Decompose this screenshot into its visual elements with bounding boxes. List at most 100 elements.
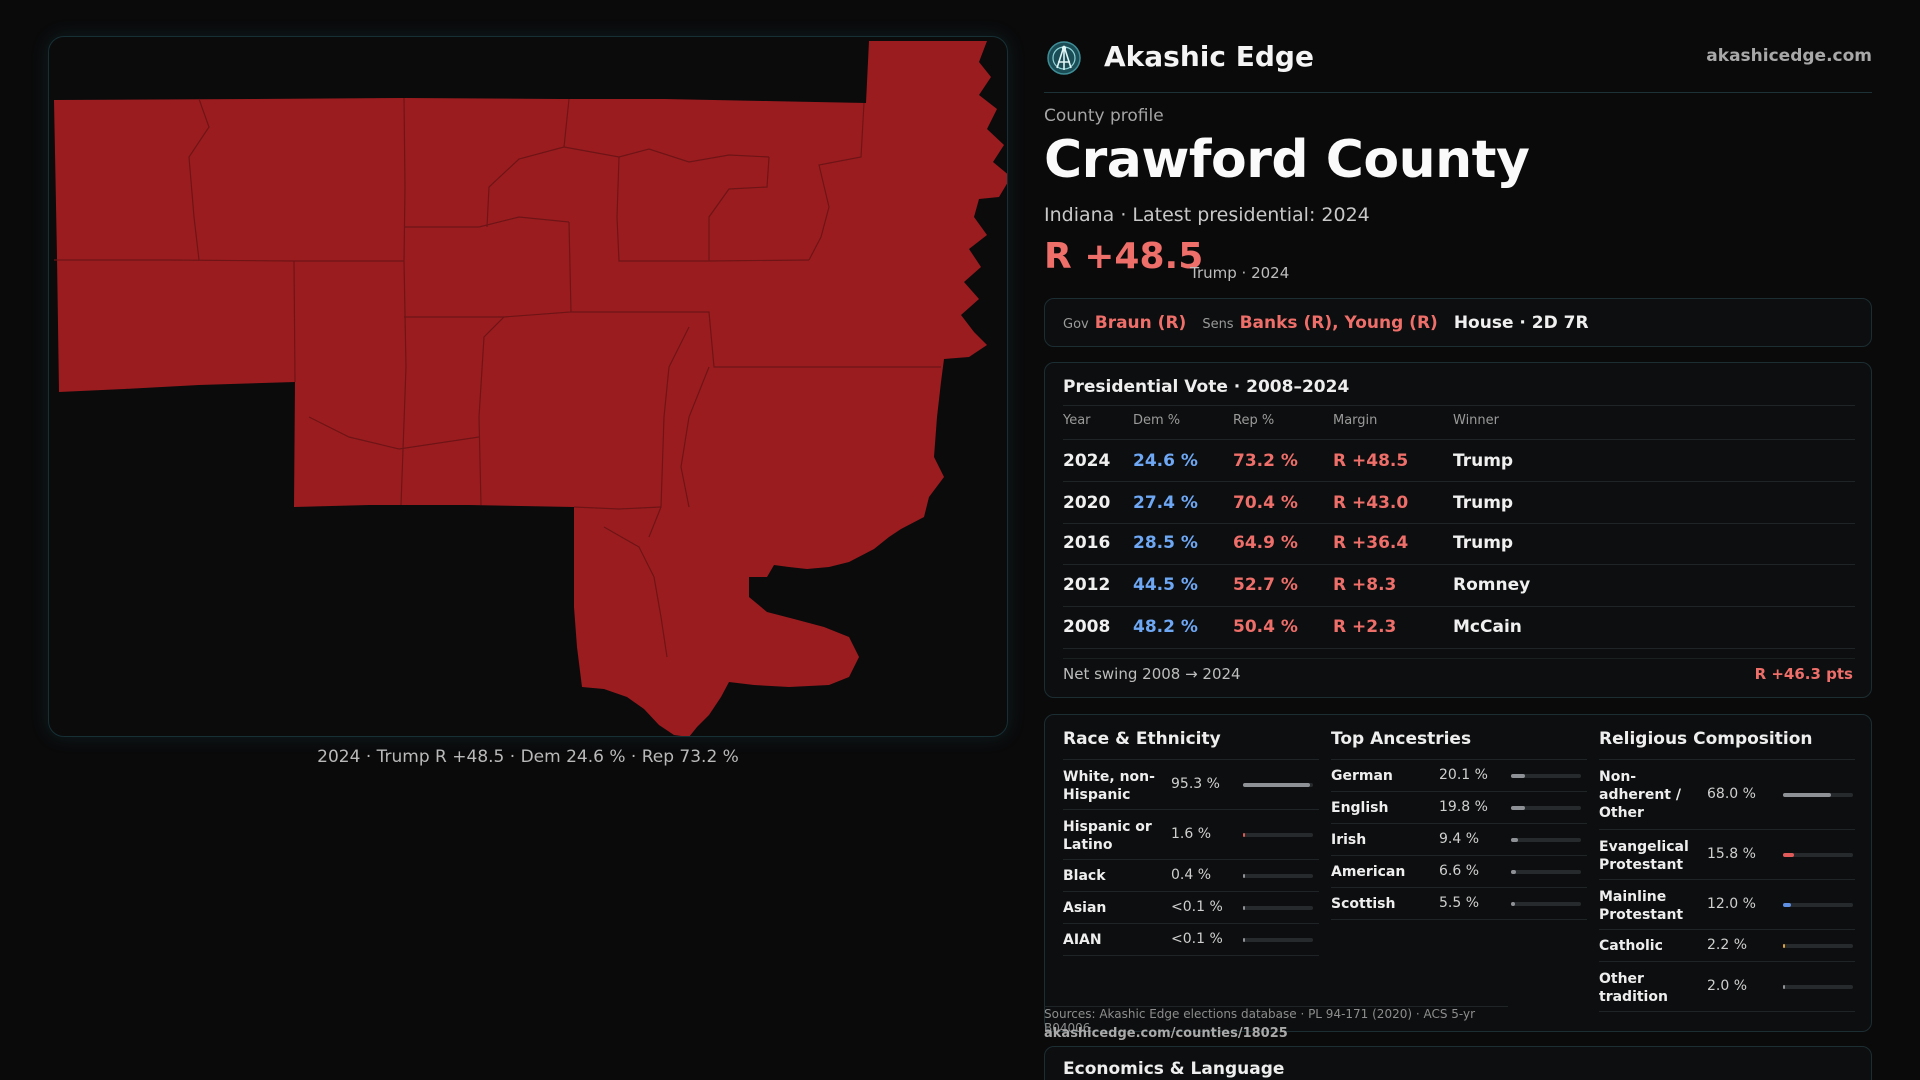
cell-margin: R +48.5 bbox=[1333, 451, 1409, 471]
share-bar-fill bbox=[1243, 874, 1245, 878]
item-value: 2.2 % bbox=[1707, 937, 1748, 953]
brand-url-link[interactable]: akashicedge.com bbox=[1706, 46, 1872, 66]
divider bbox=[1063, 439, 1855, 440]
gov-label: Gov bbox=[1063, 317, 1089, 332]
item-value: 12.0 % bbox=[1707, 896, 1756, 912]
col-header-rep: Rep % bbox=[1233, 413, 1275, 428]
divider bbox=[1063, 564, 1855, 565]
county-map[interactable] bbox=[49, 37, 1008, 737]
list-item[interactable]: German 20.1 % bbox=[1331, 760, 1587, 792]
share-bar bbox=[1783, 853, 1853, 857]
list-item[interactable]: Irish 9.4 % bbox=[1331, 824, 1587, 856]
item-label: Other tradition bbox=[1599, 971, 1668, 1005]
cell-margin: R +2.3 bbox=[1333, 617, 1397, 637]
cell-winner: Romney bbox=[1453, 575, 1531, 595]
county-profile-panel: Akashic Edge akashicedge.com County prof… bbox=[1044, 0, 1872, 1080]
share-bar bbox=[1243, 783, 1313, 787]
religion-column: Religious Composition Non-adherent / Oth… bbox=[1599, 729, 1855, 1012]
item-value: 20.1 % bbox=[1439, 767, 1488, 783]
item-value: 6.6 % bbox=[1439, 863, 1480, 879]
cell-year: 2012 bbox=[1063, 575, 1111, 595]
col-header-year: Year bbox=[1063, 413, 1091, 428]
list-item[interactable]: Asian <0.1 % bbox=[1063, 892, 1319, 924]
item-label: Irish bbox=[1331, 832, 1367, 848]
list-item[interactable]: Non-adherent / Other 68.0 % bbox=[1599, 760, 1855, 830]
header-divider bbox=[1044, 92, 1872, 93]
eyebrow-label: County profile bbox=[1044, 106, 1164, 126]
share-bar-fill bbox=[1243, 783, 1310, 787]
list-item[interactable]: Other tradition 2.0 % bbox=[1599, 962, 1855, 1012]
cell-margin: R +36.4 bbox=[1333, 533, 1409, 553]
source-url-link[interactable]: akashicedge.com/counties/18025 bbox=[1044, 1026, 1288, 1041]
list-item[interactable]: Scottish 5.5 % bbox=[1331, 888, 1587, 920]
divider bbox=[1063, 648, 1855, 649]
share-bar bbox=[1243, 874, 1313, 878]
cell-rep: 73.2 % bbox=[1233, 451, 1298, 471]
cell-year: 2020 bbox=[1063, 493, 1111, 513]
cell-year: 2024 bbox=[1063, 451, 1111, 471]
list-item[interactable]: Evangelical Protestant 15.8 % bbox=[1599, 830, 1855, 880]
divider bbox=[1063, 606, 1855, 607]
share-bar-fill bbox=[1511, 774, 1526, 778]
officials-bar: Gov Braun (R) Sens Banks (R), Young (R) Hous… bbox=[1044, 298, 1872, 347]
compass-globe-icon[interactable] bbox=[1046, 40, 1082, 76]
share-bar bbox=[1511, 774, 1581, 778]
list-item[interactable]: American 6.6 % bbox=[1331, 856, 1587, 888]
net-swing-value: R +46.3 pts bbox=[1754, 665, 1853, 683]
divider bbox=[1063, 405, 1855, 406]
governor-name: Braun (R) bbox=[1094, 313, 1187, 333]
ancestries-column: Top Ancestries German 20.1 % English 19.8 %… bbox=[1331, 729, 1587, 920]
list-item[interactable]: Mainline Protestant 12.0 % bbox=[1599, 880, 1855, 930]
list-item[interactable]: English 19.8 % bbox=[1331, 792, 1587, 824]
economics-card[interactable]: Economics & Language bbox=[1044, 1046, 1872, 1080]
list-item[interactable]: Black 0.4 % bbox=[1063, 860, 1319, 892]
share-bar-fill bbox=[1243, 906, 1245, 910]
cell-winner: McCain bbox=[1453, 617, 1522, 637]
county-boundary[interactable] bbox=[54, 41, 1008, 737]
table-row[interactable]: 2008 48.2 % 50.4 % R +2.3 McCain bbox=[1045, 607, 1873, 649]
share-bar bbox=[1243, 938, 1313, 942]
township-borders bbox=[54, 97, 941, 658]
cell-winner: Trump bbox=[1453, 533, 1514, 553]
share-bar-fill bbox=[1783, 944, 1785, 948]
item-label: Mainline Protestant bbox=[1599, 889, 1684, 923]
county-map-panel[interactable] bbox=[48, 36, 1008, 737]
cell-margin: R +8.3 bbox=[1333, 575, 1397, 595]
sens-label: Sens bbox=[1202, 317, 1234, 332]
share-bar bbox=[1783, 985, 1853, 989]
table-row[interactable]: 2012 44.5 % 52.7 % R +8.3 Romney bbox=[1045, 565, 1873, 607]
list-item[interactable]: Catholic 2.2 % bbox=[1599, 930, 1855, 962]
latest-margin-note: Trump · 2024 bbox=[1190, 264, 1290, 282]
share-bar-fill bbox=[1243, 833, 1245, 837]
item-value: 2.0 % bbox=[1707, 978, 1748, 994]
presidential-vote-card: Presidential Vote · 2008–2024 Year Dem %… bbox=[1044, 362, 1872, 698]
divider bbox=[1331, 759, 1587, 760]
cell-year: 2016 bbox=[1063, 533, 1111, 553]
item-label: Black bbox=[1063, 868, 1106, 884]
share-bar bbox=[1511, 806, 1581, 810]
cell-dem: 24.6 % bbox=[1133, 451, 1198, 471]
list-item[interactable]: White, non-Hispanic 95.3 % bbox=[1063, 760, 1319, 810]
share-bar-fill bbox=[1511, 838, 1518, 842]
share-bar bbox=[1783, 903, 1853, 907]
item-label: English bbox=[1331, 800, 1389, 816]
house-delegation: House · 2D 7R bbox=[1453, 313, 1589, 333]
table-row[interactable]: 2020 27.4 % 70.4 % R +43.0 Trump bbox=[1045, 483, 1873, 525]
divider bbox=[1063, 523, 1855, 524]
share-bar-fill bbox=[1511, 870, 1516, 874]
item-label: Asian bbox=[1063, 900, 1107, 916]
brand-name[interactable]: Akashic Edge bbox=[1104, 40, 1314, 73]
table-row[interactable]: 2024 24.6 % 73.2 % R +48.5 Trump bbox=[1045, 441, 1873, 483]
item-value: 68.0 % bbox=[1707, 786, 1756, 802]
divider bbox=[1063, 759, 1319, 760]
col-header-winner: Winner bbox=[1453, 413, 1500, 428]
list-item[interactable]: Hispanic or Latino 1.6 % bbox=[1063, 810, 1319, 860]
item-label: German bbox=[1331, 768, 1393, 784]
list-item[interactable]: AIAN <0.1 % bbox=[1063, 924, 1319, 956]
cell-winner: Trump bbox=[1453, 493, 1514, 513]
net-swing-label: Net swing 2008 → 2024 bbox=[1063, 665, 1241, 683]
table-row[interactable]: 2016 28.5 % 64.9 % R +36.4 Trump bbox=[1045, 523, 1873, 565]
share-bar bbox=[1511, 902, 1581, 906]
cell-rep: 70.4 % bbox=[1233, 493, 1298, 513]
county-shape[interactable] bbox=[54, 41, 1008, 737]
